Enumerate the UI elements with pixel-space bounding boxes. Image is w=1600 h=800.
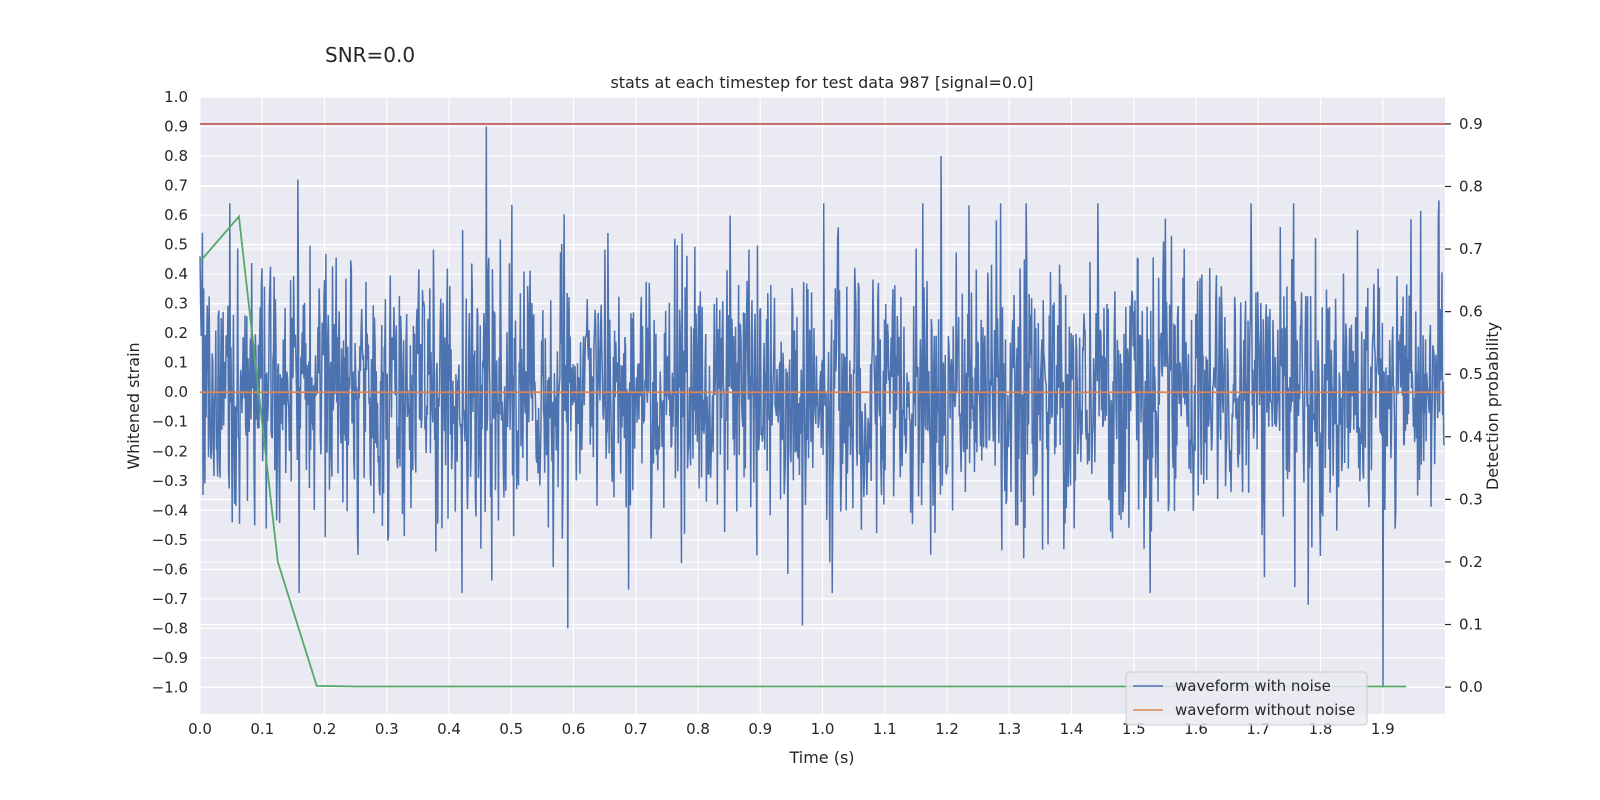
x-tick-label: 0.8 bbox=[686, 720, 710, 738]
y-tick-label: 0.0 bbox=[164, 383, 188, 401]
x-tick-label: 0.9 bbox=[748, 720, 772, 738]
y-tick-label: −0.5 bbox=[152, 531, 188, 549]
y-tick-label: −0.6 bbox=[152, 560, 188, 578]
y-tick-label: −0.9 bbox=[152, 649, 188, 667]
y-right-tick-label: 0.4 bbox=[1459, 428, 1483, 446]
y-right-tick-label: 0.1 bbox=[1459, 616, 1483, 634]
y-tick-label: 0.8 bbox=[164, 147, 188, 165]
x-tick-label: 1.3 bbox=[997, 720, 1021, 738]
y-tick-label: −0.1 bbox=[152, 413, 188, 431]
y-tick-label: 0.3 bbox=[164, 295, 188, 313]
series-detection-probability bbox=[199, 214, 1407, 688]
y-right-tick-label: 0.3 bbox=[1459, 490, 1483, 508]
y-right-axis-label: Detection probability bbox=[1483, 322, 1502, 490]
y-tick-label: −0.3 bbox=[152, 472, 188, 490]
y-right-tick-label: 0.9 bbox=[1459, 115, 1483, 133]
y-tick-label: −1.0 bbox=[152, 678, 188, 696]
x-tick-label: 0.0 bbox=[188, 720, 212, 738]
series-waveform-with-noise bbox=[199, 126, 1446, 688]
legend: waveform with noise waveform without noi… bbox=[1125, 671, 1368, 726]
x-tick-label: 0.4 bbox=[437, 720, 461, 738]
y-tick-label: −0.4 bbox=[152, 501, 188, 519]
y-tick-label: 0.1 bbox=[164, 354, 188, 372]
y-right-tick-label: 0.8 bbox=[1459, 177, 1483, 195]
y-right-tick-label: 0.7 bbox=[1459, 240, 1483, 258]
y-tick-label: 0.5 bbox=[164, 236, 188, 254]
x-tick-label: 1.9 bbox=[1371, 720, 1395, 738]
legend-box bbox=[1125, 671, 1368, 726]
series-layer bbox=[199, 123, 1446, 688]
suptitle: SNR=0.0 bbox=[325, 43, 415, 67]
y-tick-label: 0.2 bbox=[164, 324, 188, 342]
y-tick-label: 0.4 bbox=[164, 265, 188, 283]
x-tick-label: 0.6 bbox=[562, 720, 586, 738]
x-tick-label: 0.7 bbox=[624, 720, 648, 738]
y-tick-label: 1.0 bbox=[164, 88, 188, 106]
x-tick-label: 1.1 bbox=[873, 720, 897, 738]
legend-label-noise: waveform with noise bbox=[1175, 677, 1331, 695]
y-right-tick-label: 0.2 bbox=[1459, 553, 1483, 571]
y-right-tick-label: 0.6 bbox=[1459, 303, 1483, 321]
chart-title: stats at each timestep for test data 987… bbox=[610, 73, 1033, 92]
legend-label-clean: waveform without noise bbox=[1175, 701, 1355, 719]
y-right-tick-label: 0.5 bbox=[1459, 365, 1483, 383]
x-tick-label: 1.2 bbox=[935, 720, 959, 738]
x-tick-label: 0.1 bbox=[250, 720, 274, 738]
y-axis-label: Whitened strain bbox=[124, 342, 143, 469]
x-tick-label: 0.2 bbox=[313, 720, 337, 738]
y-tick-label: 0.7 bbox=[164, 177, 188, 195]
x-tick-label: 0.3 bbox=[375, 720, 399, 738]
y-right-tick-labels: 0.9 0.8 0.7 0.6 0.5 0.4 0.3 0.2 0.1 0.0 bbox=[1445, 115, 1483, 696]
y-tick-label: −0.8 bbox=[152, 619, 188, 637]
y-tick-label: −0.7 bbox=[152, 590, 188, 608]
y-tick-label: −0.2 bbox=[152, 442, 188, 460]
x-tick-label: 1.0 bbox=[811, 720, 835, 738]
y-tick-labels: 1.0 0.9 0.8 0.7 0.6 0.5 0.4 0.3 0.2 0.1 0.0 −0.1 −0.… bbox=[152, 88, 188, 696]
x-tick-label: 0.5 bbox=[499, 720, 523, 738]
y-tick-label: 0.6 bbox=[164, 206, 188, 224]
y-right-tick-label: 0.0 bbox=[1459, 678, 1483, 696]
x-axis-label: Time (s) bbox=[788, 748, 854, 767]
y-tick-label: 0.9 bbox=[164, 118, 188, 136]
x-tick-label: 1.4 bbox=[1060, 720, 1084, 738]
